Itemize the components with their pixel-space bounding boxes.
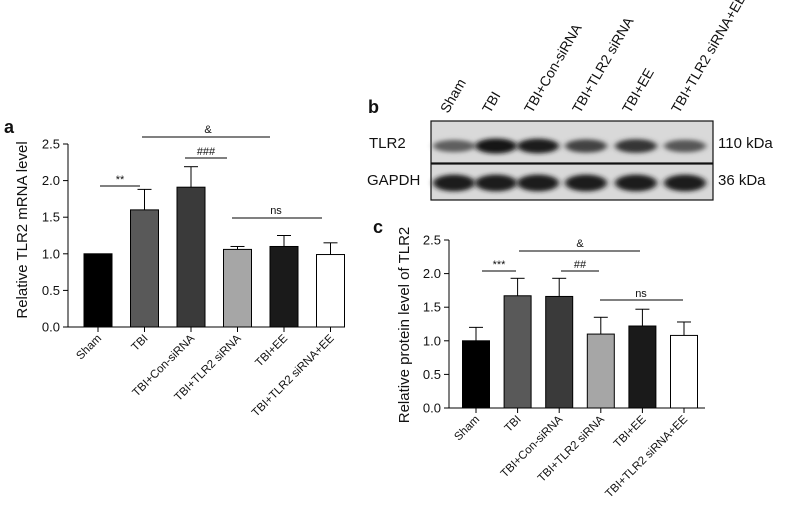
blot-band — [615, 139, 657, 153]
panel-c-bars — [462, 277, 698, 409]
y-tick-label: 1.0 — [42, 246, 60, 261]
bar — [269, 245, 299, 328]
blot-band — [475, 174, 517, 192]
blot-row-label-gapdh: GAPDH — [367, 172, 420, 189]
blot-band — [433, 174, 475, 192]
panel-a-significance: ** & ### ns — [100, 124, 322, 219]
bar — [586, 333, 615, 409]
bar — [628, 325, 657, 409]
sig-label: ** — [116, 174, 125, 186]
bar — [176, 186, 206, 328]
blot-size-gapdh: 36 kDa — [718, 172, 766, 189]
panel-c-significance: *** & ## ns — [482, 238, 683, 301]
y-tick-label: 2.0 — [42, 173, 60, 188]
sig-label: & — [576, 238, 584, 250]
y-tick-label: 2.5 — [423, 233, 441, 248]
blot-lane-label: TBI — [479, 89, 504, 116]
panel-a-letter: a — [4, 117, 15, 137]
blot-row-label-tlr2: TLR2 — [369, 135, 406, 152]
blot-size-tlr2: 110 kDa — [718, 135, 773, 152]
category-label: Sham — [74, 333, 104, 363]
blot-band — [664, 139, 706, 153]
blot-band — [433, 139, 475, 153]
category-label: TBI+TLR2 siRNA+EE — [250, 332, 337, 419]
y-tick-label: 1.0 — [423, 333, 441, 348]
bar — [316, 254, 345, 328]
bar — [223, 248, 252, 328]
bar — [670, 334, 698, 409]
bar — [462, 340, 490, 409]
panel-a-bars — [83, 166, 345, 328]
category-label: TBI — [129, 333, 150, 354]
blot-band — [517, 174, 559, 192]
panel-c-ylabel: Relative protein level of TLR2 — [396, 227, 413, 424]
blot-strips — [430, 120, 714, 201]
panel-a: a Relative TLR2 mRNA level 0.0 0.5 1.0 1.5 2… — [4, 117, 345, 419]
category-label: TBI+EE — [253, 332, 290, 369]
panel-c-letter: c — [373, 217, 383, 237]
blot-band — [517, 138, 559, 154]
bar — [83, 253, 113, 328]
panel-c: c Relative protein level of TLR2 0.0 0.5 1… — [373, 217, 705, 500]
sig-label: ### — [197, 146, 216, 158]
y-tick-label: 0.5 — [42, 283, 60, 298]
bar — [503, 295, 532, 409]
blot-lane-label: TBI+EE — [619, 65, 657, 115]
y-tick-label: 0.0 — [423, 401, 441, 416]
blot-band — [565, 174, 607, 192]
category-label: TBI — [503, 414, 524, 435]
sig-label: & — [204, 124, 212, 136]
blot-band — [664, 174, 706, 192]
category-label: TBI+TLR2 siRNA+EE — [603, 413, 690, 500]
y-tick-label: 1.5 — [42, 210, 60, 225]
blot-lane-label: Sham — [437, 76, 469, 116]
bar — [545, 295, 574, 409]
sig-label: ns — [270, 205, 282, 217]
blot-band — [565, 139, 607, 153]
category-label: Sham — [452, 414, 482, 444]
sig-label: ns — [635, 288, 647, 300]
blot-band — [475, 138, 517, 154]
y-tick-label: 0.0 — [42, 320, 60, 335]
category-label: TBI+EE — [612, 413, 649, 450]
blot-lane-label: TBI+TLR2 siRNA+EE — [668, 0, 749, 115]
blot-band — [615, 174, 657, 192]
blot-strip — [430, 120, 714, 164]
panel-a-ylabel: Relative TLR2 mRNA level — [14, 141, 31, 318]
sig-label: ## — [574, 259, 587, 271]
y-tick-label: 0.5 — [423, 367, 441, 382]
bar — [130, 209, 159, 328]
y-tick-label: 1.5 — [423, 300, 441, 315]
sig-label: *** — [493, 259, 507, 271]
y-tick-label: 2.0 — [423, 266, 441, 281]
y-tick-label: 2.5 — [42, 137, 60, 152]
panel-b-letter: b — [368, 97, 379, 117]
